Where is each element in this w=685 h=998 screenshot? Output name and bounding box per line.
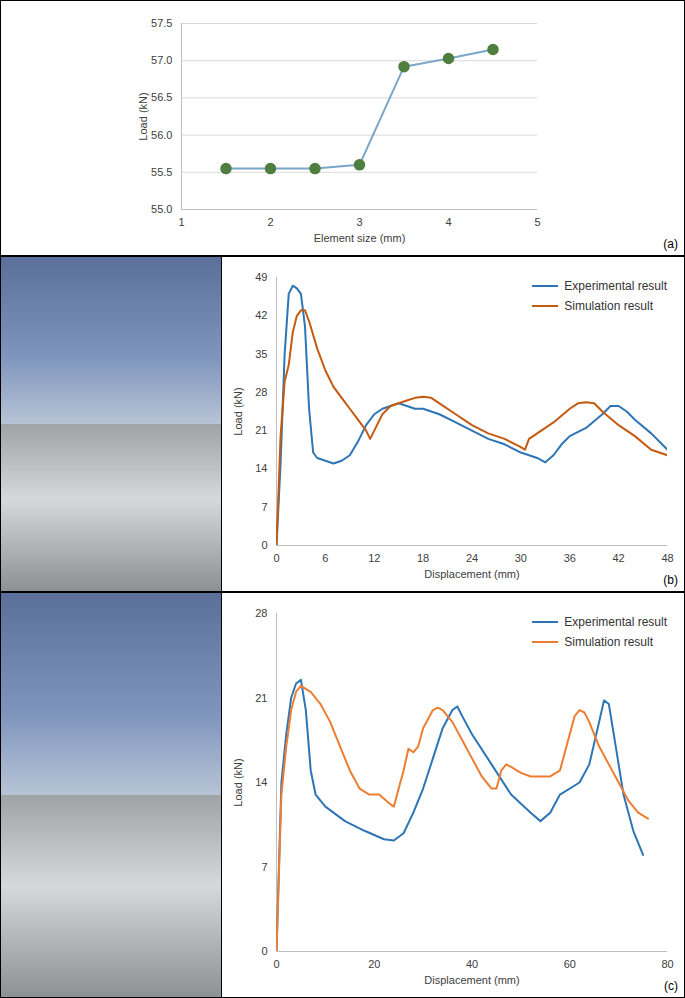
svg-text:6: 6: [322, 552, 328, 564]
svg-text:12: 12: [368, 552, 380, 564]
svg-text:0: 0: [273, 958, 279, 970]
svg-text:28: 28: [255, 386, 267, 398]
svg-text:0: 0: [261, 945, 267, 957]
html-text:(c): (c): [664, 979, 678, 993]
svg-text:Element size (mm): Element size (mm): [314, 232, 406, 244]
svg-text:42: 42: [613, 552, 625, 564]
svg-text:60: 60: [564, 958, 576, 970]
html-text:Simulation result: Simulation result: [564, 299, 653, 313]
svg-text:28: 28: [255, 607, 267, 619]
svg-text:24: 24: [466, 552, 478, 564]
svg-text:21: 21: [255, 424, 267, 436]
svg-text:42: 42: [255, 309, 267, 321]
svg-text:Displacement (mm): Displacement (mm): [424, 974, 519, 986]
svg-text:5: 5: [534, 216, 540, 228]
svg-text:7: 7: [261, 861, 267, 873]
svg-text:80: 80: [661, 958, 673, 970]
svg-text:Displacement (mm): Displacement (mm): [424, 568, 519, 580]
svg-text:56.5: 56.5: [151, 91, 172, 103]
svg-text:Load (kN): Load (kN): [232, 758, 244, 806]
html-text:Experimental result: Experimental result: [564, 615, 667, 629]
html-text:(b): (b): [663, 573, 678, 587]
svg-text:55.0: 55.0: [151, 203, 172, 215]
svg-text:35: 35: [255, 348, 267, 360]
svg-text:14: 14: [255, 462, 267, 474]
svg-text:18: 18: [417, 552, 429, 564]
html-text:Experimental result: Experimental result: [564, 279, 667, 293]
svg-text:0: 0: [273, 552, 279, 564]
svg-text:7: 7: [261, 501, 267, 513]
svg-text:14: 14: [255, 776, 267, 788]
svg-text:0: 0: [261, 539, 267, 551]
svg-text:3: 3: [356, 216, 362, 228]
svg-text:57.5: 57.5: [151, 17, 172, 29]
svg-text:Load (kN): Load (kN): [137, 92, 149, 140]
svg-text:20: 20: [368, 958, 380, 970]
svg-text:56.0: 56.0: [151, 129, 172, 141]
svg-text:21: 21: [255, 692, 267, 704]
html-text:Simulation result: Simulation result: [564, 635, 653, 649]
svg-text:30: 30: [515, 552, 527, 564]
html-text:(a): (a): [663, 237, 678, 251]
svg-text:36: 36: [564, 552, 576, 564]
svg-text:57.0: 57.0: [151, 54, 172, 66]
svg-text:40: 40: [466, 958, 478, 970]
svg-text:48: 48: [661, 552, 673, 564]
svg-text:4: 4: [445, 216, 451, 228]
svg-text:55.5: 55.5: [151, 166, 172, 178]
svg-text:1: 1: [178, 216, 184, 228]
svg-text:2: 2: [267, 216, 273, 228]
svg-text:Load (kN): Load (kN): [232, 387, 244, 435]
svg-text:49: 49: [255, 271, 267, 283]
